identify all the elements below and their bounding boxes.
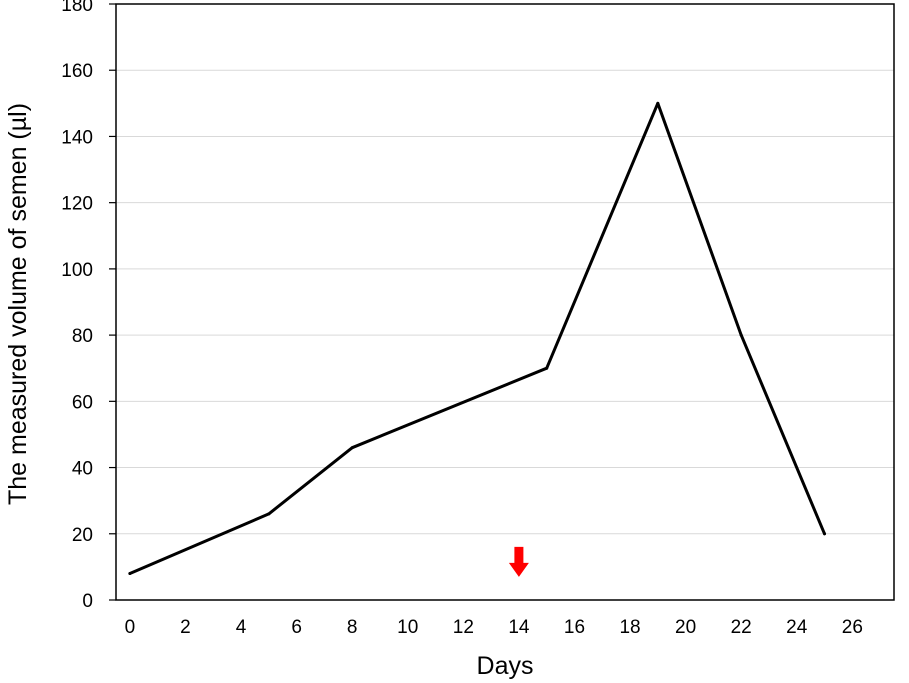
grid-lines: [116, 3, 894, 535]
series-layer: [128, 101, 827, 576]
data-point: [545, 366, 549, 370]
x-tick-label: 4: [236, 617, 247, 638]
x-tick-label: 24: [786, 617, 808, 638]
y-tick-label: 180: [61, 0, 93, 16]
data-point: [350, 446, 354, 450]
y-tick-label: 40: [72, 459, 93, 480]
data-point: [656, 101, 660, 105]
x-tick-label: 0: [125, 617, 136, 638]
y-tick-label: 160: [61, 61, 93, 82]
y-tick-label: 20: [72, 525, 93, 546]
series-line: [128, 101, 826, 575]
x-tick-label: 14: [508, 617, 530, 638]
x-tick-label: 2: [180, 617, 191, 638]
y-tick-label: 140: [61, 127, 93, 148]
x-axis-ticks: 0 2 4 6 8 10 12 14 16 18 20 22 24 26: [125, 617, 863, 638]
y-tick-label: 60: [72, 392, 93, 413]
x-tick-label: 26: [842, 617, 863, 638]
annotation-layer: [508, 546, 529, 577]
data-point: [823, 532, 827, 536]
y-tick-label: 80: [72, 326, 93, 347]
data-point: [128, 572, 132, 576]
red-arrow-icon: [508, 546, 529, 577]
x-tick-label: 12: [453, 617, 474, 638]
y-axis-label: The measured volume of semen (µl): [4, 103, 32, 505]
x-tick-label: 8: [347, 617, 358, 638]
y-axis-ticks: 0 20 40 60 80 100 120 140 160 180: [61, 0, 116, 612]
x-tick-label: 16: [564, 617, 585, 638]
x-tick-label: 10: [397, 617, 418, 638]
x-tick-label: 22: [731, 617, 752, 638]
data-point: [267, 512, 271, 516]
x-tick-label: 20: [675, 617, 696, 638]
y-tick-label: 0: [82, 591, 93, 612]
plot-area-frame: [115, 3, 895, 601]
y-tick-label: 120: [61, 194, 93, 215]
y-tick-label: 100: [61, 260, 93, 281]
data-point: [739, 333, 743, 337]
x-tick-label: 18: [619, 617, 640, 638]
x-axis-label: Days: [477, 652, 534, 680]
x-tick-label: 6: [291, 617, 302, 638]
